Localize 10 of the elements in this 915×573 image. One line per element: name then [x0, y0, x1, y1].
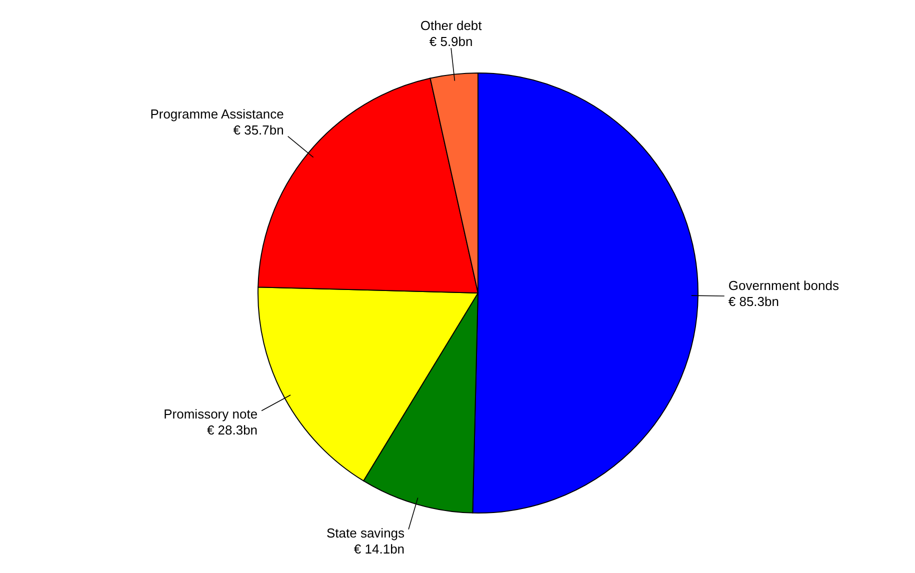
slice-label: Promissory note — [164, 406, 258, 422]
data-label: € 14.1bn — [354, 541, 405, 556]
slice-label: Other debt — [420, 18, 482, 34]
slice-label: State savings — [326, 525, 406, 540]
data-label: € 28.3bn — [206, 422, 258, 438]
data-label: € 85.3bn — [728, 294, 779, 309]
data-label: € 35.7bn — [233, 122, 284, 138]
slice-label: Government bonds — [728, 278, 840, 293]
slice-label: Programme Assistance — [150, 106, 284, 122]
data-label: € 5.9bn — [429, 34, 473, 50]
